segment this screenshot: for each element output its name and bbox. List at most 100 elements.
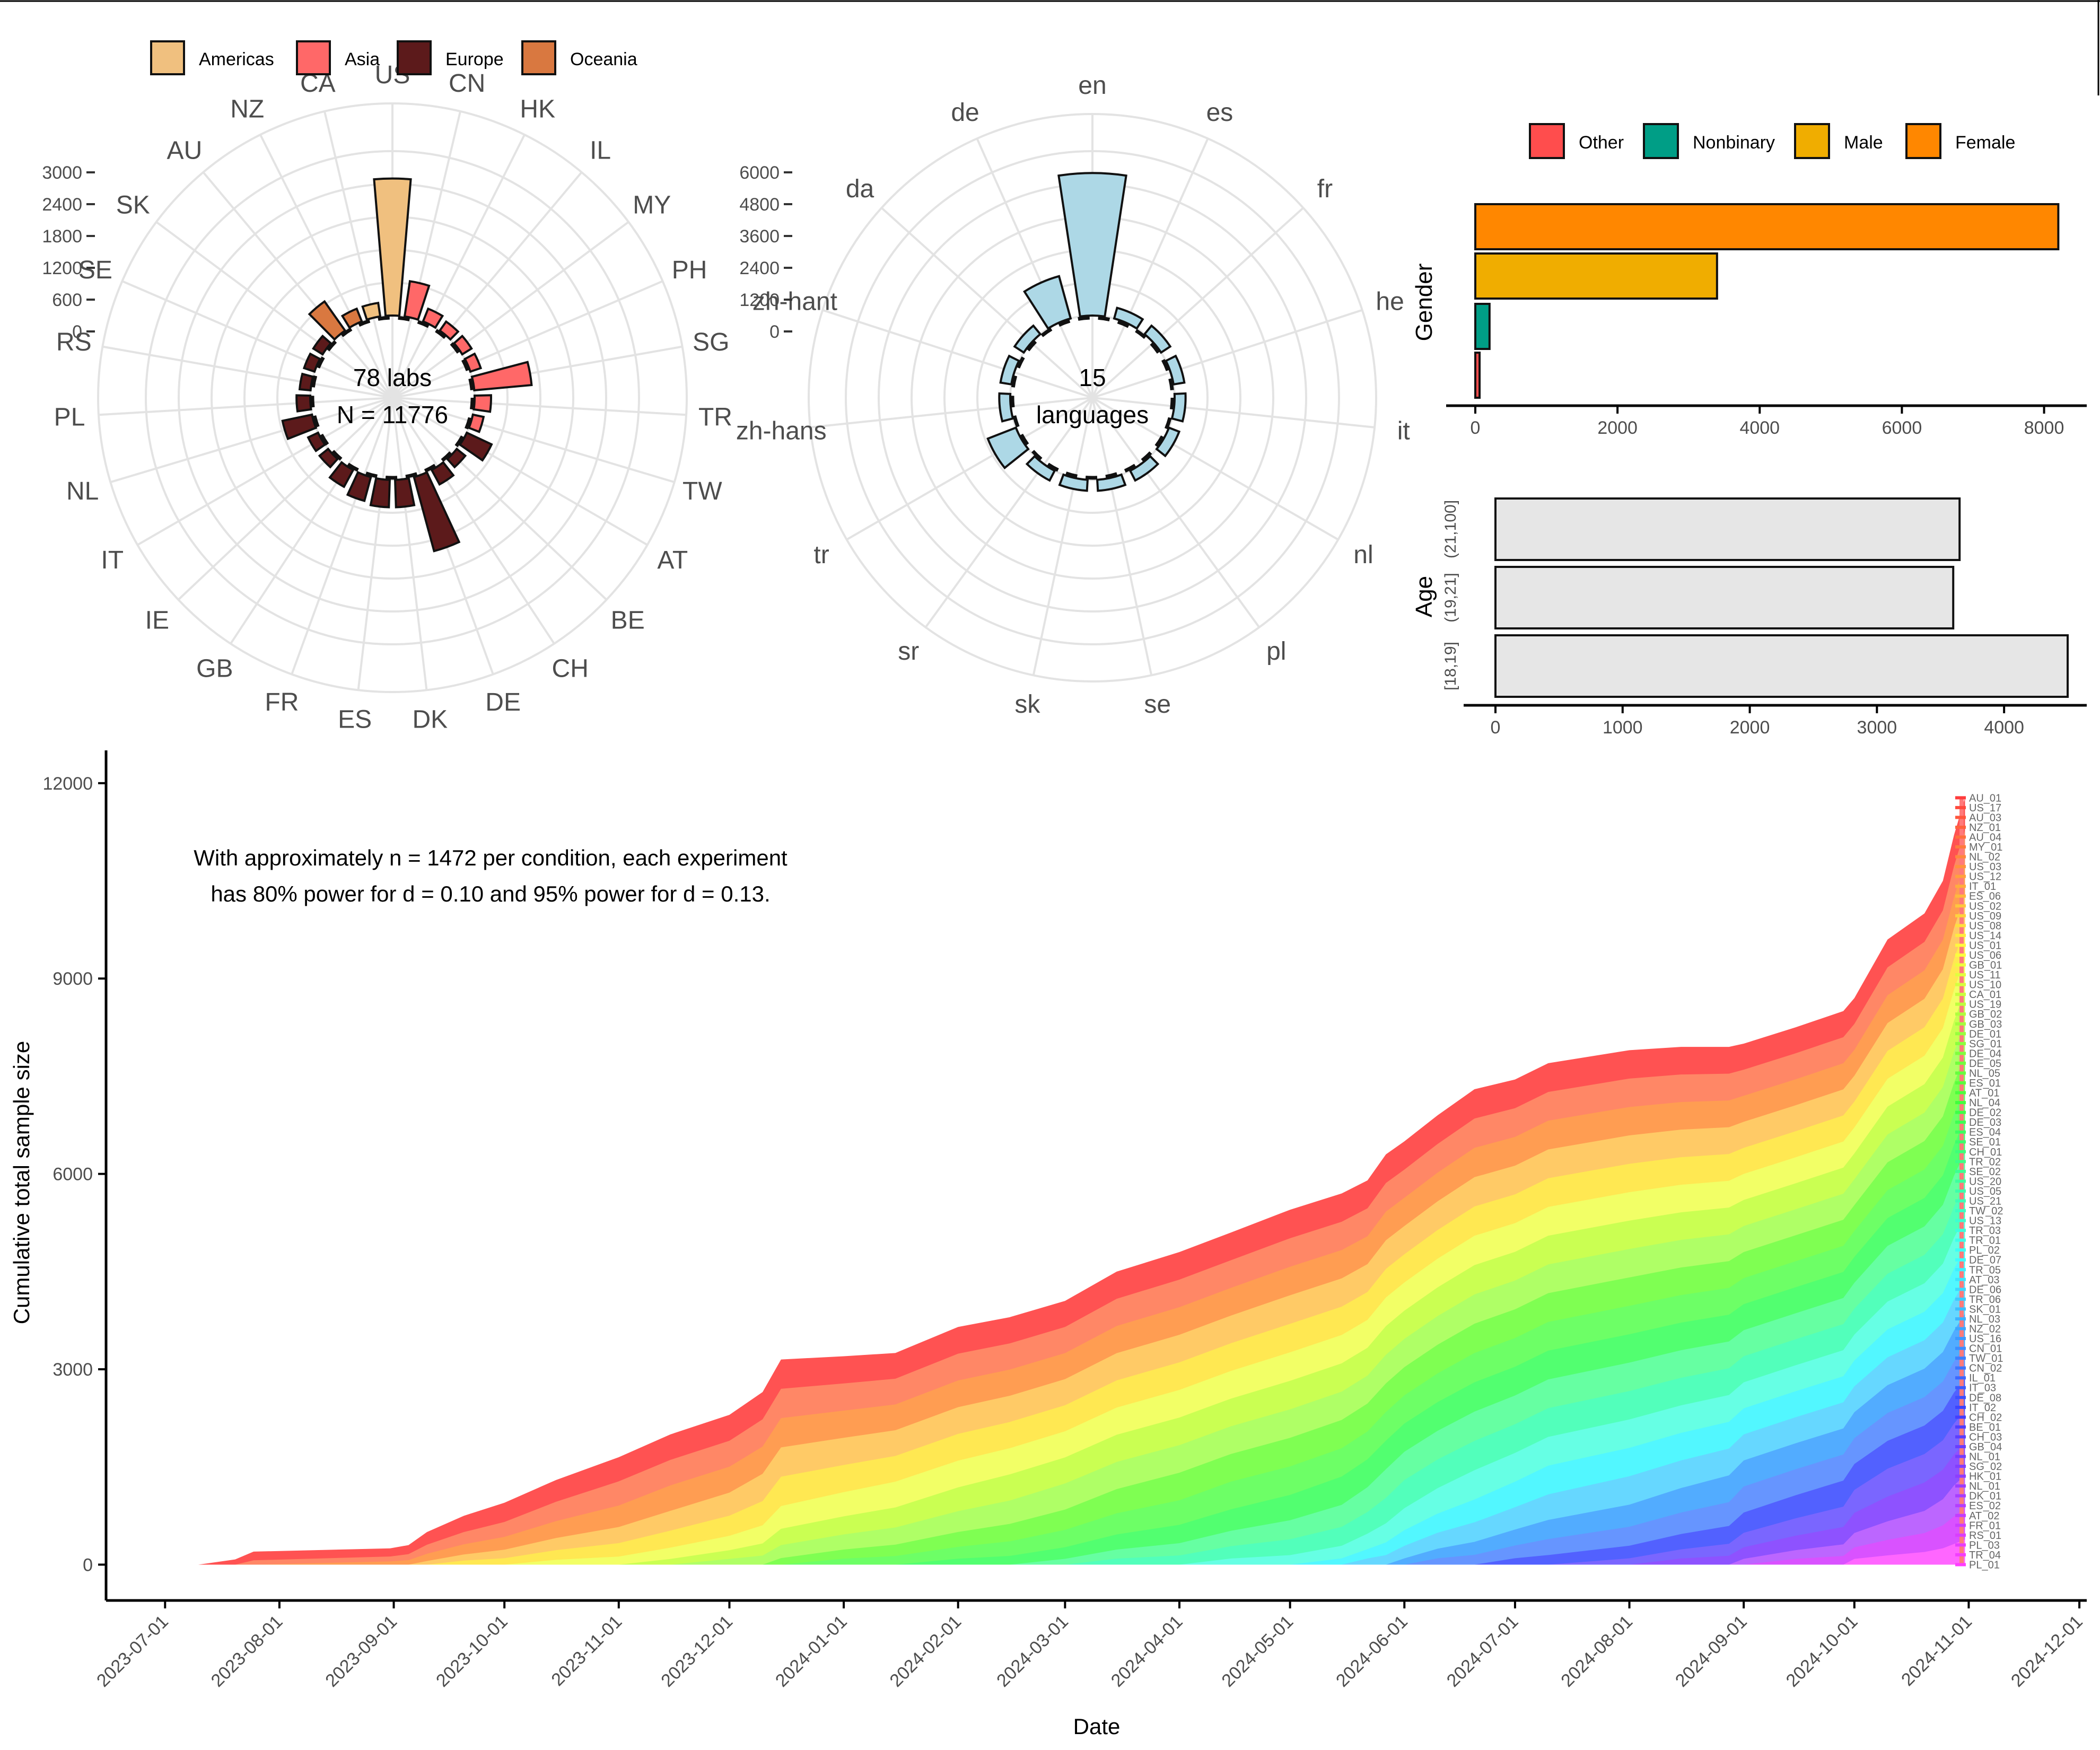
category-label: en — [1078, 72, 1106, 100]
series-label: CN_01 — [1969, 1343, 2002, 1355]
grid-spoke — [924, 397, 1093, 628]
legend-label: Nonbinary — [1693, 133, 1775, 153]
bar-SK — [312, 334, 332, 356]
category-label: se — [1144, 690, 1171, 719]
series-label: HK_01 — [1969, 1471, 2001, 1483]
bar-IT — [307, 431, 327, 453]
category-label: fr — [1317, 175, 1333, 203]
category-label: SE — [78, 256, 112, 284]
category-label: IL — [590, 137, 611, 165]
series-label: TR_03 — [1969, 1225, 2001, 1237]
bar-AU — [308, 300, 347, 341]
bar-age-2 — [1494, 497, 1961, 561]
series-label: NL_05 — [1969, 1068, 2000, 1079]
annotation-line: has 80% power for d = 0.10 and 95% power… — [211, 881, 770, 906]
x-tick-label: 1000 — [1603, 718, 1643, 738]
grid-spoke — [392, 280, 663, 399]
bar-BE — [445, 447, 467, 469]
bar-TW — [467, 413, 485, 433]
grid-spoke — [1091, 397, 1339, 541]
annotation-line: With approximately n = 1472 per conditio… — [194, 845, 788, 870]
series-label: SE_02 — [1969, 1166, 2001, 1178]
bar-age-1 — [1494, 566, 1955, 629]
grid-spoke — [1091, 397, 1153, 676]
grid-spoke — [1092, 309, 1363, 399]
bar-SG — [470, 361, 533, 392]
legend-label: Europe — [445, 49, 504, 69]
series-label: US_01 — [1969, 940, 2001, 951]
category-label: TW — [682, 477, 722, 505]
x-tick-label: 3000 — [1857, 718, 1897, 738]
grid-spoke — [391, 397, 648, 546]
bar-pl — [1128, 454, 1160, 482]
grid-spoke — [392, 397, 687, 416]
legend-swatch-europe — [397, 40, 432, 75]
grid-spoke — [391, 111, 461, 398]
bar-sr — [1025, 454, 1056, 482]
grid-spoke — [259, 134, 393, 398]
series-label: AT_02 — [1969, 1510, 1999, 1522]
category-label: SG — [693, 328, 729, 356]
bar-it — [1170, 392, 1187, 423]
series-label: SE_01 — [1969, 1136, 2001, 1148]
center-text: 78 labs — [353, 364, 432, 391]
bar-IE — [318, 447, 339, 469]
series-label: TW_02 — [1969, 1205, 2003, 1217]
y-tick-label: 12000 — [42, 774, 93, 794]
series-label: US_16 — [1969, 1333, 2001, 1345]
legend-swatch-americas — [150, 40, 185, 75]
category-label: tr — [813, 541, 829, 569]
series-label: US_02 — [1969, 900, 2001, 912]
area-layer — [198, 1249, 1965, 1565]
series-label: ES_04 — [1969, 1127, 2001, 1139]
bar-CH — [430, 461, 455, 486]
bar-tr — [986, 426, 1030, 470]
category-label: PL — [54, 403, 85, 431]
series-label: SK_01 — [1969, 1303, 2001, 1315]
series-label: US_19 — [1969, 999, 2001, 1011]
grid-spoke — [155, 221, 393, 399]
x-tick-label: 6000 — [1882, 418, 1922, 438]
series-label: CA_01 — [1969, 989, 2001, 1001]
grid-spoke — [392, 397, 675, 484]
y-tick-label: (19,21] — [1442, 573, 1459, 622]
bar-DK — [393, 477, 416, 509]
bar-DE — [413, 471, 461, 553]
legend-label: Male — [1844, 133, 1883, 153]
bar-IL — [438, 320, 460, 341]
category-label: es — [1206, 99, 1233, 127]
radial-tick-label: 3600 — [739, 226, 780, 247]
center-text: 15 — [1079, 364, 1106, 391]
bar-NZ — [340, 307, 363, 329]
category-label: he — [1376, 287, 1404, 316]
bar-AT — [458, 431, 493, 462]
series-label: CH_02 — [1969, 1412, 2002, 1423]
grid-spoke — [391, 397, 608, 601]
series-label: IT_03 — [1969, 1382, 1996, 1394]
x-tick-label: 4000 — [1739, 418, 1780, 438]
y-axis-title: Cumulative total sample size — [9, 1041, 34, 1325]
series-label: PL_01 — [1969, 1559, 2000, 1571]
bar-da — [1013, 324, 1042, 354]
series-label: IT_01 — [1969, 881, 1996, 892]
bar-CN — [403, 280, 431, 321]
grid-spoke — [121, 280, 393, 399]
category-label: NZ — [230, 95, 264, 124]
legend-label: Female — [1955, 133, 2015, 153]
legend-label: Other — [1579, 133, 1624, 153]
series-label: DK_01 — [1969, 1491, 2001, 1502]
category-label: ES — [338, 706, 372, 734]
series-label: US_09 — [1969, 911, 2001, 922]
radial-tick-label: 0 — [769, 322, 780, 342]
x-tick-label: 4000 — [1984, 718, 2024, 738]
category-label: GB — [196, 654, 233, 682]
category-label: NL — [66, 477, 99, 505]
series-label: RS_01 — [1969, 1530, 2001, 1542]
grid-spoke — [391, 397, 555, 644]
legend-swatch-oceania — [521, 40, 556, 75]
series-label: CH_01 — [1969, 1147, 2002, 1158]
y-tick-label: (21,100] — [1442, 500, 1459, 558]
bar-GB — [328, 461, 355, 488]
bar-nonbinary — [1474, 303, 1491, 350]
